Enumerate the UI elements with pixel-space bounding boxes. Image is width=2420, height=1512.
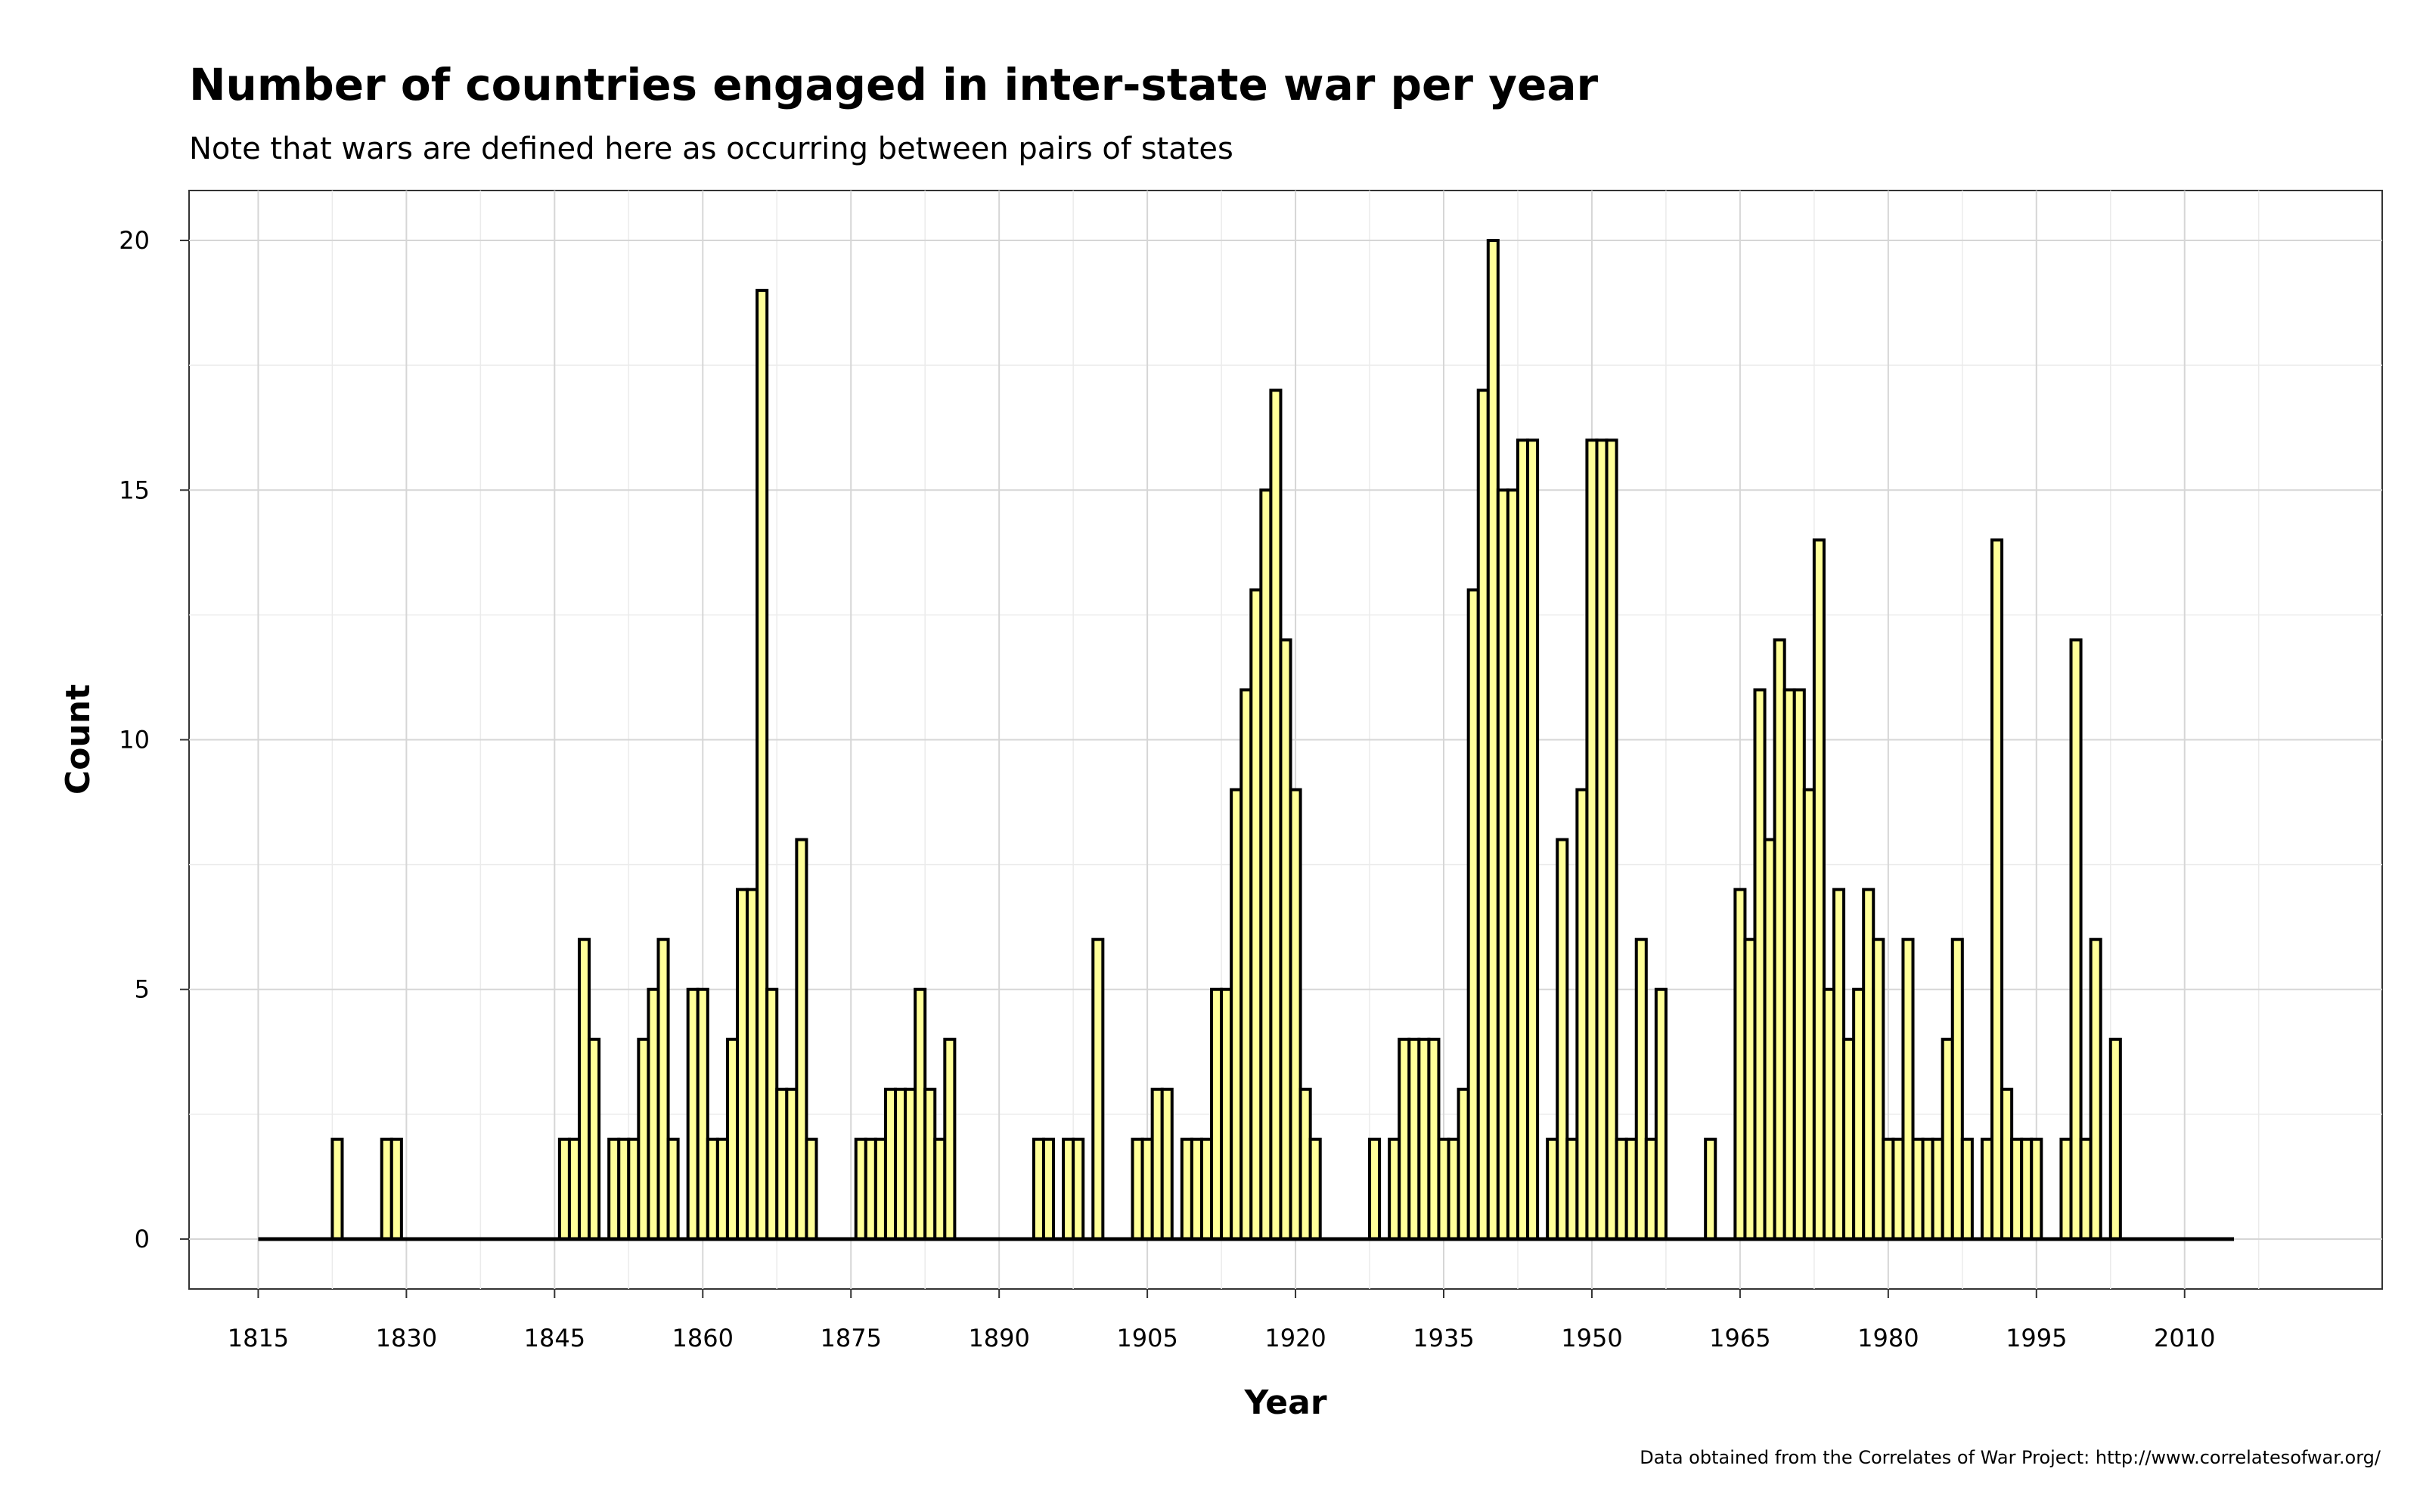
bar-1944: [1526, 438, 1540, 1241]
x-tick-label: 2010: [2154, 1324, 2215, 1352]
y-tick-label: 15: [119, 476, 150, 504]
bar-1900: [1091, 937, 1105, 1241]
bar-1857: [666, 1137, 680, 1241]
x-tick-label: 1905: [1116, 1324, 1177, 1352]
y-tick-label: 10: [119, 726, 150, 754]
bar-2001: [2089, 937, 2102, 1241]
x-axis-label: Year: [1243, 1383, 1326, 1422]
y-tick-label: 0: [135, 1225, 150, 1253]
x-tick-label: 1890: [968, 1324, 1029, 1352]
bar-1922: [1308, 1137, 1322, 1241]
bar-1952: [1605, 438, 1618, 1241]
bar-1957: [1654, 987, 1668, 1241]
x-tick-label: 1935: [1413, 1324, 1474, 1352]
bar-1849: [588, 1037, 601, 1241]
x-tick-label: 1950: [1561, 1324, 1622, 1352]
bar-1885: [943, 1037, 957, 1241]
x-tick-label: 1860: [672, 1324, 734, 1352]
x-tick-label: 1980: [1857, 1324, 1919, 1352]
x-tick-label: 1815: [228, 1324, 289, 1352]
y-axis-label: Count: [59, 684, 98, 795]
bar-2003: [2108, 1037, 2122, 1241]
bar-1871: [805, 1137, 818, 1241]
chart-subtitle: Note that wars are defined here as occur…: [189, 132, 1233, 166]
x-tick-label: 1845: [524, 1324, 585, 1352]
x-tick-label: 1920: [1264, 1324, 1326, 1352]
bar-1829: [389, 1137, 403, 1241]
y-tick-label: 5: [135, 975, 150, 1004]
x-axis-ticks: 1815 1830 1845 1860 1875 1890 1905 1920 1935 1950…: [228, 1289, 2215, 1352]
bar-1823: [330, 1137, 344, 1241]
y-axis-ticks: 0 5 10 15 20: [119, 226, 189, 1253]
bar-1962: [1704, 1137, 1717, 1241]
x-tick-label: 1965: [1709, 1324, 1770, 1352]
bar-1988: [1960, 1137, 1974, 1241]
x-tick-label: 1995: [2006, 1324, 2067, 1352]
source-caption: Data obtained from the Correlates of War…: [1640, 1447, 2381, 1468]
bar-1907: [1160, 1087, 1174, 1241]
bar-1928: [1368, 1137, 1382, 1241]
plot-panel: [188, 190, 2383, 1290]
x-tick-label: 1830: [376, 1324, 437, 1352]
y-tick-label: 20: [119, 226, 150, 255]
chart-title: Number of countries engaged in inter-sta…: [189, 59, 1598, 110]
bar-1895: [1041, 1137, 1056, 1241]
x-tick-label: 1875: [821, 1324, 882, 1352]
bar-1898: [1072, 1137, 1085, 1241]
bar-1995: [2030, 1137, 2043, 1241]
